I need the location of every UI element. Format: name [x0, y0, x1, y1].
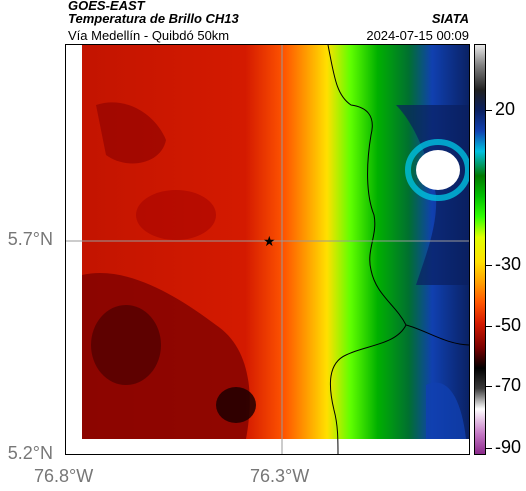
brightness-temperature-field: ★ [66, 45, 469, 454]
colorbar [474, 44, 486, 455]
region-subtitle: Vía Medellín - Quibdó 50km [68, 28, 230, 43]
cold-cloud-southeast [426, 382, 466, 439]
datetime-label: 2024-07-15 00:09 [366, 28, 469, 43]
lat-label-5-2: 5.2°N [7, 443, 53, 463]
source-title: GOES-EAST [68, 0, 145, 13]
org-label: SIATA [431, 11, 469, 26]
secondary-border [405, 324, 469, 346]
location-star-marker[interactable]: ★ [263, 234, 276, 250]
lon-label-76-8: 76.8°W [34, 466, 94, 486]
colorbar-label-minus70: -70 [495, 375, 522, 395]
colorbar-label-minus30: -30 [495, 254, 522, 274]
warm-region-north [96, 102, 166, 164]
colorbar-label-minus90: -90 [495, 437, 522, 457]
colorbar-label-minus50: -50 [495, 315, 522, 335]
lon-label-76-3: 76.3°W [250, 466, 310, 486]
dark-patch-southwest [91, 305, 161, 385]
lat-label-5-7: 5.7°N [7, 229, 53, 249]
department-border [327, 45, 407, 454]
coldest-cloud-top [416, 150, 460, 190]
satellite-map[interactable]: ★ [65, 44, 470, 455]
dark-patch-south [216, 387, 256, 423]
colorbar-label-20: 20 [495, 99, 516, 119]
product-title: Temperatura de Brillo CH13 [68, 11, 239, 26]
warm-patch-center [136, 190, 216, 240]
cold-cloud-east [396, 105, 469, 285]
